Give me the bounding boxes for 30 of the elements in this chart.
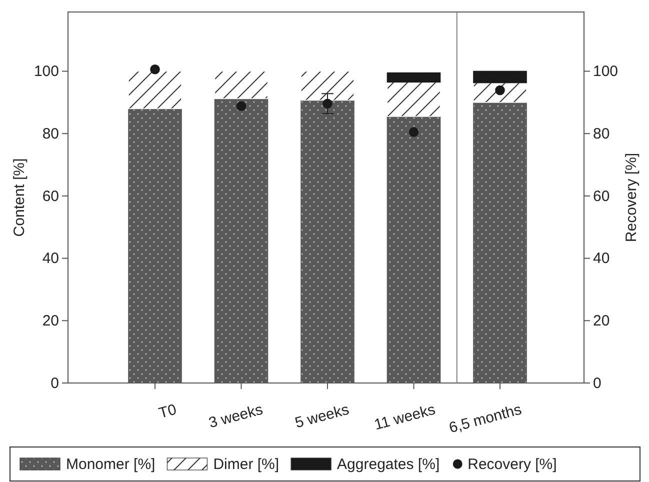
x-tick-label: T0 [157, 401, 178, 422]
y2-tick-label: 0 [593, 374, 602, 392]
x-tick-label: 5 weeks [293, 401, 351, 432]
y-tick-label: 80 [42, 125, 59, 142]
point [495, 85, 505, 96]
bar [473, 70, 527, 84]
y-tick-label: 100 [34, 63, 59, 80]
y2-tick-label: 60 [593, 188, 610, 205]
y-tick-label: 0 [50, 374, 59, 392]
y2-tick-label: 40 [593, 250, 610, 268]
y2-axis-title: Recovery [%] [623, 152, 640, 242]
point [236, 101, 246, 112]
bar [386, 72, 441, 83]
y-tick-label: 60 [42, 188, 59, 205]
point [150, 64, 160, 74]
legend-label: Recovery [%] [468, 456, 557, 473]
y2-tick-label: 20 [593, 312, 610, 330]
x-tick-label: 3 weeks [207, 401, 265, 432]
x-tick-label: 6,5 months [447, 401, 524, 437]
legend-label: Dimer [%] [213, 456, 280, 473]
x-tick-label: 11 weeks [372, 401, 438, 434]
legend-label: Aggregates [%] [337, 456, 440, 473]
legend-label: Monomer [%] [66, 456, 156, 473]
point [408, 127, 419, 137]
y-axis-title: Content [%] [11, 158, 28, 237]
y2-tick-label: 100 [593, 63, 618, 80]
bar [473, 82, 527, 103]
y-tick-label: 20 [42, 312, 59, 330]
y2-tick-label: 80 [593, 125, 610, 142]
y-tick-label: 40 [42, 250, 59, 268]
